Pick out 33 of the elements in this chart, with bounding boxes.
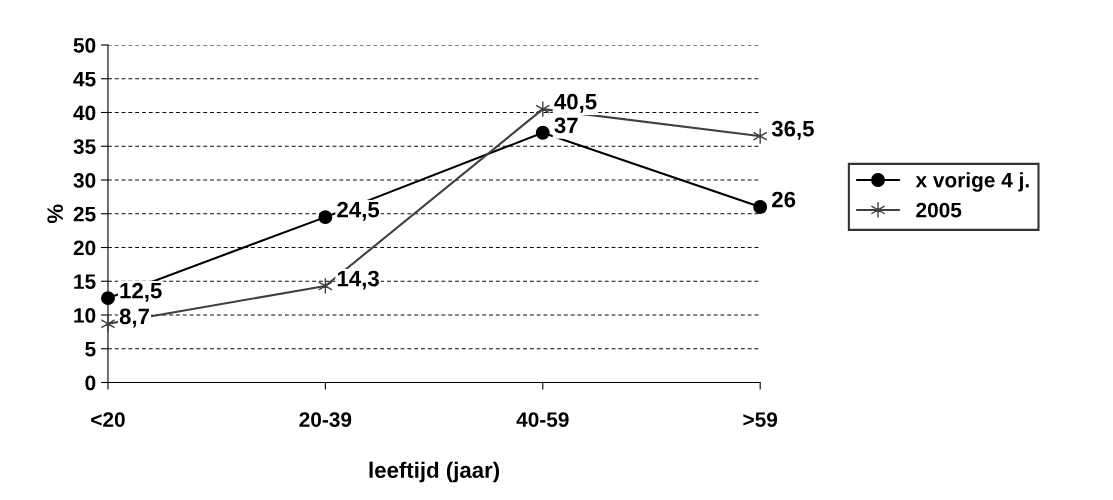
- data-label: 24,5: [337, 201, 380, 221]
- point: [100, 315, 116, 333]
- y-tick-label: 50: [73, 38, 96, 53]
- x-tick-label: >59: [743, 412, 778, 427]
- point: [535, 125, 550, 140]
- y-tick-label: 30: [73, 173, 96, 188]
- x-axis-title: leeftijd (jaar): [369, 461, 500, 483]
- data-label: 26: [772, 191, 796, 208]
- data-label: 12,5: [120, 282, 162, 302]
- point: [752, 127, 768, 145]
- data-label: 37: [554, 117, 578, 134]
- data-label: 36,5: [771, 120, 814, 140]
- point: [101, 291, 115, 306]
- data-label: 8,7: [119, 308, 149, 328]
- data-label: 40,5: [554, 93, 597, 113]
- y-tick-label: 35: [73, 139, 96, 155]
- y-tick-label: 0: [85, 375, 96, 391]
- x-tick-label: <20: [91, 412, 125, 427]
- y-tick-label: 10: [74, 308, 96, 323]
- y-tick-label: 15: [74, 274, 96, 289]
- legend-label: 2005: [916, 202, 962, 218]
- y-tick-label: 5: [85, 341, 96, 357]
- data-label: 14,3: [337, 270, 379, 290]
- y-tick-label: 20: [73, 240, 96, 256]
- y-tick-label: 40: [73, 105, 96, 121]
- y-tick-label: 25: [73, 206, 96, 222]
- point: [318, 210, 333, 225]
- x-tick-label: 20-39: [299, 412, 352, 427]
- y-tick-label: 45: [73, 71, 96, 87]
- point: [753, 200, 768, 214]
- y-axis-title: %: [47, 204, 63, 224]
- x-tick-label: 40-59: [516, 412, 569, 427]
- legend-label: x vorige 4 j.: [915, 172, 1029, 192]
